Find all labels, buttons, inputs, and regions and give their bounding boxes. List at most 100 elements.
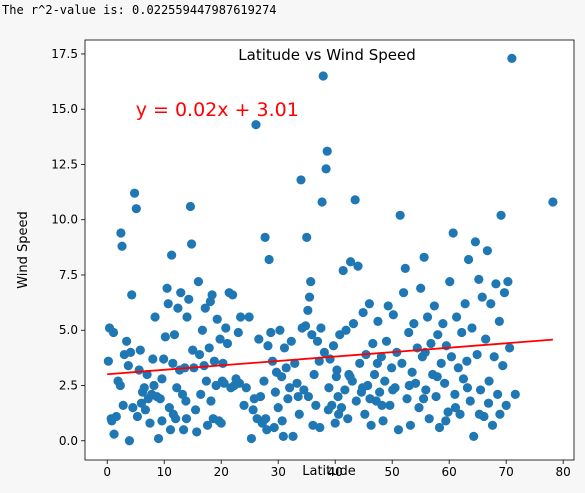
data-point — [472, 349, 482, 360]
data-point — [475, 385, 486, 395]
data-point — [462, 356, 472, 366]
data-point — [548, 197, 558, 207]
data-point — [108, 327, 119, 338]
data-point — [419, 252, 429, 262]
data-point — [491, 279, 501, 289]
data-point — [495, 409, 505, 419]
data-point — [216, 418, 226, 428]
y-tick-label: 12.5 — [51, 157, 78, 171]
data-point — [277, 416, 287, 426]
data-point — [383, 301, 393, 311]
data-point — [381, 336, 392, 346]
data-point — [446, 352, 457, 362]
data-point — [351, 396, 361, 406]
plot-border — [84, 39, 575, 461]
data-point — [309, 369, 319, 380]
data-point — [388, 385, 398, 395]
data-point — [155, 394, 165, 404]
data-point — [407, 367, 417, 377]
data-point — [266, 327, 276, 338]
regression-equation-annotation: y = 0.02x + 3.01 — [136, 99, 299, 121]
data-point — [357, 383, 368, 393]
data-point — [139, 383, 149, 393]
data-point — [458, 374, 469, 384]
data-point — [235, 312, 246, 322]
data-point — [123, 361, 133, 371]
data-point — [262, 425, 272, 435]
x-tick-label: 0 — [103, 465, 111, 479]
data-point — [194, 349, 205, 360]
data-point — [290, 358, 300, 368]
data-point — [207, 290, 217, 300]
x-tick-label: 30 — [271, 465, 286, 479]
data-point — [136, 398, 147, 408]
data-point — [462, 383, 473, 393]
data-point — [388, 310, 398, 320]
data-point — [323, 405, 333, 415]
data-point — [474, 409, 484, 419]
data-point — [421, 385, 431, 395]
data-point — [259, 376, 269, 386]
data-point — [299, 385, 309, 395]
data-point — [489, 352, 499, 362]
data-point — [345, 257, 356, 267]
data-point — [499, 288, 510, 298]
data-point — [465, 396, 475, 406]
y-tick-label: 10.0 — [51, 213, 78, 227]
data-point — [221, 323, 231, 333]
data-point — [322, 146, 332, 156]
data-point — [387, 363, 397, 373]
data-point — [303, 391, 314, 402]
data-point — [493, 389, 503, 399]
data-point — [159, 354, 169, 364]
data-point — [372, 358, 382, 368]
data-point — [300, 321, 311, 331]
data-point — [212, 314, 222, 324]
data-point — [315, 422, 325, 433]
y-tick-label: 5.0 — [59, 323, 78, 337]
data-point — [453, 363, 463, 373]
data-point — [450, 403, 461, 413]
data-point — [186, 239, 197, 249]
data-point — [206, 396, 216, 406]
data-point — [451, 312, 462, 322]
data-point — [324, 383, 334, 393]
data-point — [477, 292, 487, 302]
data-point — [178, 425, 189, 435]
data-point — [414, 403, 424, 413]
data-point — [333, 391, 343, 402]
data-point — [317, 197, 327, 207]
data-point — [448, 228, 458, 238]
x-tick-label: 60 — [442, 465, 457, 479]
data-point — [343, 414, 353, 424]
data-point — [316, 323, 326, 333]
data-point — [285, 383, 295, 393]
data-point — [279, 343, 290, 353]
y-tick-label: 17.5 — [51, 47, 78, 61]
data-point — [331, 372, 341, 382]
data-point — [486, 299, 496, 309]
data-point — [484, 376, 494, 386]
data-point — [405, 420, 416, 430]
data-point — [294, 409, 304, 419]
data-point — [193, 277, 204, 287]
data-point — [168, 358, 178, 368]
data-point — [103, 356, 113, 366]
data-point — [140, 405, 151, 415]
data-point — [202, 420, 213, 430]
data-point — [201, 376, 211, 386]
data-point — [369, 369, 380, 380]
data-point — [116, 228, 126, 238]
data-point — [286, 336, 296, 346]
data-point — [469, 431, 479, 441]
data-point — [228, 290, 238, 300]
data-point — [504, 343, 515, 353]
data-point — [283, 394, 293, 404]
data-point — [244, 312, 254, 322]
data-point — [393, 425, 404, 435]
data-point — [436, 358, 446, 368]
data-point — [487, 420, 498, 430]
data-point — [434, 422, 445, 433]
data-point — [402, 394, 412, 404]
data-point — [304, 292, 315, 302]
